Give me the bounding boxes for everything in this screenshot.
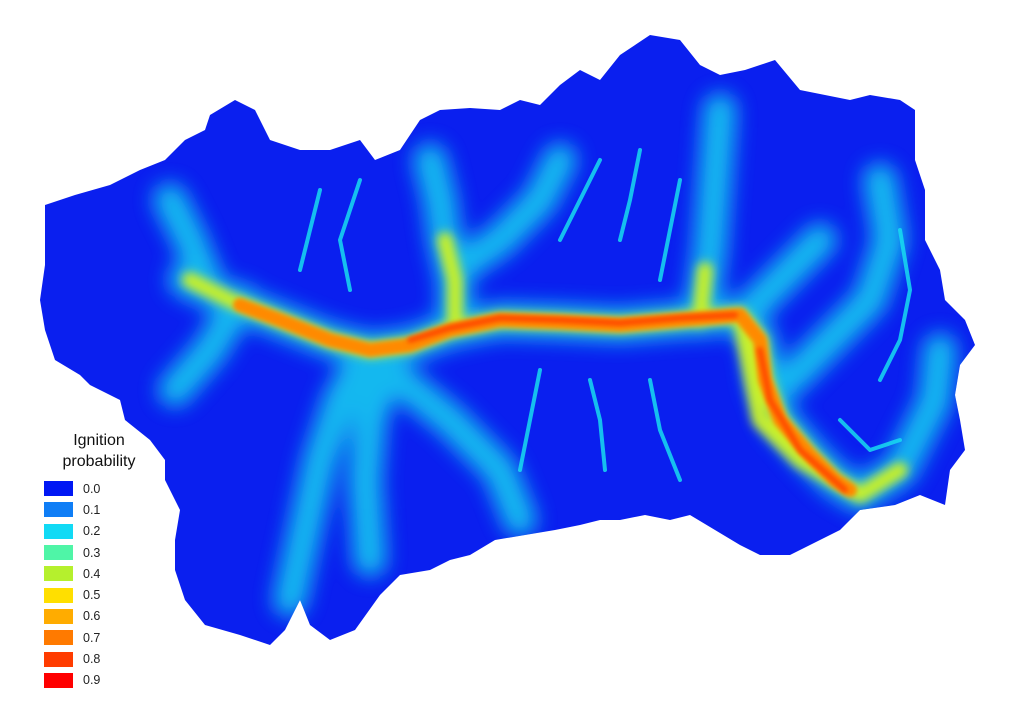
legend-label: 0.0 bbox=[83, 481, 101, 496]
legend-label: 0.6 bbox=[83, 609, 101, 624]
legend-item: 0.0 bbox=[44, 478, 174, 499]
legend-label: 0.5 bbox=[83, 588, 101, 603]
legend-item: 0.5 bbox=[44, 584, 174, 605]
legend-swatch bbox=[44, 481, 73, 497]
legend-swatch bbox=[44, 672, 73, 688]
legend-title: Ignition probability bbox=[44, 430, 154, 472]
legend-swatch bbox=[44, 630, 73, 646]
legend-item: 0.7 bbox=[44, 627, 174, 648]
legend-item: 0.9 bbox=[44, 670, 174, 691]
legend-swatch bbox=[44, 566, 73, 582]
legend-item: 0.4 bbox=[44, 563, 174, 584]
legend-label: 0.3 bbox=[83, 545, 101, 560]
legend-label: 0.2 bbox=[83, 524, 101, 539]
legend-item: 0.1 bbox=[44, 499, 174, 520]
legend-swatch bbox=[44, 651, 73, 667]
legend-swatch bbox=[44, 523, 73, 539]
legend-items: 0.0 0.1 0.2 0.3 0.4 0.5 0.6 0.7 0.8 0.9 bbox=[44, 478, 174, 691]
legend-label: 0.9 bbox=[83, 673, 101, 688]
legend-item: 0.6 bbox=[44, 606, 174, 627]
legend: Ignition probability 0.0 0.1 0.2 0.3 0.4 0.5 0… bbox=[44, 430, 174, 691]
legend-swatch bbox=[44, 545, 73, 561]
legend-swatch bbox=[44, 608, 73, 624]
legend-title-line1: Ignition bbox=[73, 432, 125, 449]
legend-title-line2: probability bbox=[62, 453, 136, 470]
legend-label: 0.7 bbox=[83, 630, 101, 645]
legend-item: 0.3 bbox=[44, 542, 174, 563]
legend-label: 0.8 bbox=[83, 652, 101, 667]
legend-label: 0.4 bbox=[83, 566, 101, 581]
region-outline bbox=[40, 35, 975, 645]
legend-swatch bbox=[44, 587, 73, 603]
valley-peak-layer bbox=[407, 312, 848, 493]
legend-swatch bbox=[44, 502, 73, 518]
legend-item: 0.8 bbox=[44, 648, 174, 669]
tributary-layer bbox=[298, 148, 912, 482]
legend-label: 0.1 bbox=[83, 502, 101, 517]
legend-item: 0.2 bbox=[44, 521, 174, 542]
